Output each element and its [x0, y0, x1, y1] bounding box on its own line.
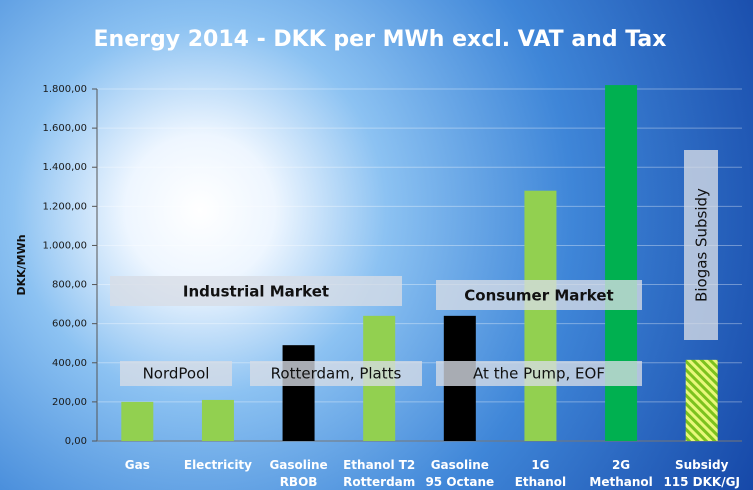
x-tick-label: Gas: [125, 458, 150, 472]
x-tick-label-line: Gas: [125, 458, 150, 472]
bar: [605, 85, 638, 441]
annotation: Biogas Subsidy: [693, 188, 711, 302]
x-tick-label: 1G Ethanol: [515, 458, 566, 489]
bar: [201, 399, 234, 441]
y-tick-label: 1.200,00: [42, 201, 87, 212]
x-tick-label: Subsidy 115 DKK/GJ: [663, 458, 739, 489]
y-tick-label: 1.400,00: [42, 162, 87, 173]
bar: [524, 190, 557, 441]
y-tick-label: 600,00: [52, 319, 87, 330]
annotation: Consumer Market: [464, 287, 613, 305]
annotation-box: [684, 150, 718, 340]
x-tick-label-line: Gasoline: [431, 458, 489, 472]
y-tick-label: 1.600,00: [42, 123, 87, 134]
chart-title: Energy 2014 - DKK per MWh excl. VAT and …: [94, 27, 667, 52]
y-tick-label: 1.000,00: [42, 240, 87, 251]
y-axis-label: DKK/MWh: [15, 234, 28, 295]
x-tick-label: Electricity: [184, 458, 252, 472]
x-tick-label: Ethanol T2 Rotterdam: [343, 458, 415, 489]
annotation: At the Pump, EOF: [473, 365, 605, 383]
x-tick-label: 2G Methanol: [589, 458, 652, 489]
x-tick-label-line: 95 Octane: [425, 475, 494, 489]
annotation-box: [120, 361, 232, 386]
x-tick-label-line: Ethanol: [515, 475, 566, 489]
annotation-box: [436, 361, 642, 386]
annotation: NordPool: [143, 365, 210, 383]
y-tick-label: 0,00: [65, 436, 87, 447]
y-tick-label: 200,00: [52, 397, 87, 408]
x-tick-label-line: RBOB: [280, 475, 318, 489]
annotation: Rotterdam, Platts: [271, 365, 402, 383]
annotation-box: [110, 276, 402, 306]
x-tick-label: Gasoline 95 Octane: [425, 458, 494, 489]
x-tick-label-line: Electricity: [184, 458, 252, 472]
annotation: Industrial Market: [183, 283, 329, 301]
y-tick-label: 800,00: [52, 280, 87, 291]
x-tick-label-line: Rotterdam: [343, 475, 415, 489]
bar: [685, 359, 718, 441]
x-tick-label-line: 1G: [531, 458, 549, 472]
annotations: Industrial Market Consumer Market NordPo…: [110, 150, 718, 386]
bar: [121, 401, 154, 441]
y-tick-label: 1.800,00: [42, 84, 87, 95]
x-tick-label-line: 2G: [612, 458, 630, 472]
x-tick-label: Gasoline RBOB: [269, 458, 327, 489]
bar: [282, 345, 315, 441]
x-tick-label-line: Methanol: [589, 475, 652, 489]
x-tick-label-line: Ethanol T2: [343, 458, 415, 472]
annotation-box: [436, 280, 642, 310]
x-tick-label-line: Subsidy: [675, 458, 729, 472]
x-tick-label-line: Gasoline: [269, 458, 327, 472]
y-tick-label: 400,00: [52, 358, 87, 369]
x-tick-label-line: 115 DKK/GJ: [663, 475, 739, 489]
annotation-box: [250, 361, 422, 386]
